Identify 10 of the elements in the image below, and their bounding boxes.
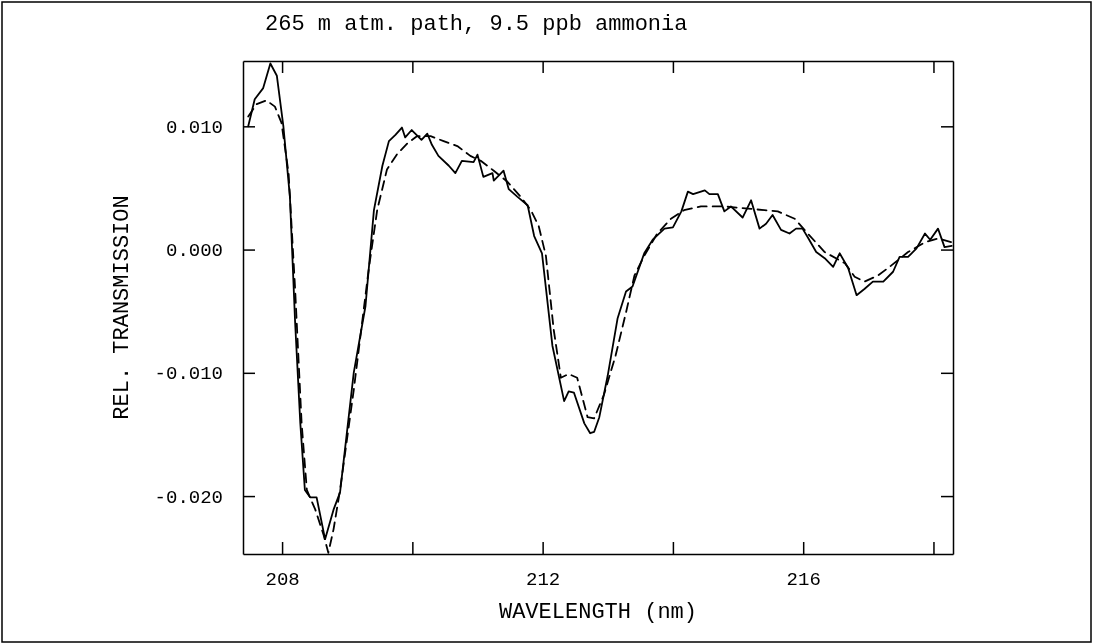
x-tick-label: 208 (265, 569, 300, 592)
x-tick-label: 212 (526, 569, 561, 592)
y-tick-label: 0.000 (165, 240, 223, 263)
y-axis-title: REL. TRANSMISSION (110, 195, 135, 420)
y-tick-label: -0.020 (154, 486, 223, 509)
x-tick-label: 216 (786, 569, 821, 592)
chart-title: 265 m atm. path, 9.5 ppb ammonia (265, 12, 688, 37)
y-tick-label: -0.010 (154, 363, 223, 386)
x-axis-title: WAVELENGTH (nm) (498, 600, 698, 625)
y-tick-label: 0.010 (165, 116, 223, 139)
